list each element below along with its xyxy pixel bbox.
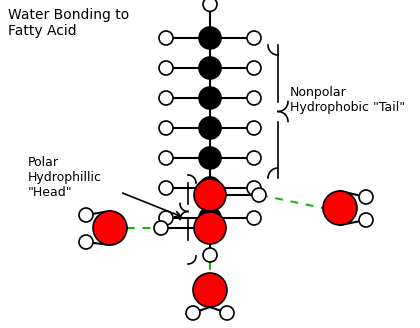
Circle shape <box>199 27 221 49</box>
Circle shape <box>199 117 221 139</box>
Circle shape <box>194 212 226 244</box>
Circle shape <box>199 177 221 199</box>
Circle shape <box>247 121 261 135</box>
Circle shape <box>93 211 127 245</box>
Circle shape <box>159 31 173 45</box>
Circle shape <box>154 221 168 235</box>
Circle shape <box>79 208 93 222</box>
Circle shape <box>199 207 221 229</box>
Circle shape <box>199 147 221 169</box>
Circle shape <box>247 31 261 45</box>
Circle shape <box>194 179 226 211</box>
Circle shape <box>159 121 173 135</box>
Text: Nonpolar
Hydrophobic "Tail": Nonpolar Hydrophobic "Tail" <box>290 86 405 114</box>
Circle shape <box>186 306 200 320</box>
Circle shape <box>252 188 266 202</box>
Circle shape <box>247 91 261 105</box>
Circle shape <box>203 248 217 262</box>
Circle shape <box>79 235 93 249</box>
Circle shape <box>159 61 173 75</box>
Text: Water Bonding to
Fatty Acid: Water Bonding to Fatty Acid <box>8 8 129 38</box>
Circle shape <box>193 273 227 307</box>
Circle shape <box>247 151 261 165</box>
Circle shape <box>199 57 221 79</box>
Circle shape <box>159 151 173 165</box>
Circle shape <box>203 0 217 11</box>
Circle shape <box>247 61 261 75</box>
Circle shape <box>323 191 357 225</box>
Circle shape <box>359 190 373 204</box>
Circle shape <box>359 213 373 227</box>
Text: Polar
Hydrophillic
"Head": Polar Hydrophillic "Head" <box>28 156 102 199</box>
Circle shape <box>159 211 173 225</box>
Circle shape <box>220 306 234 320</box>
Circle shape <box>159 181 173 195</box>
Circle shape <box>159 91 173 105</box>
Circle shape <box>199 87 221 109</box>
Circle shape <box>247 211 261 225</box>
Circle shape <box>247 181 261 195</box>
